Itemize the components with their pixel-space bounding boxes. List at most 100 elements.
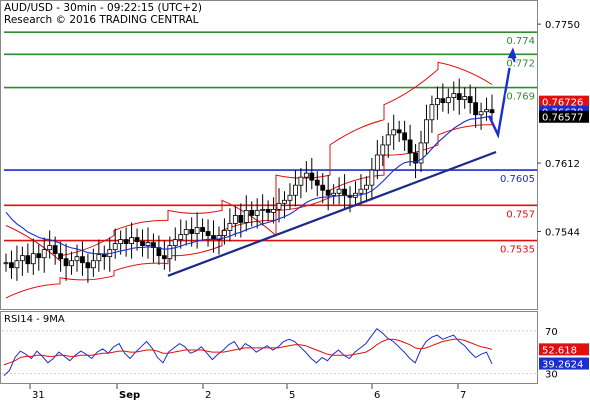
time-tick-label: 2 [205, 390, 211, 400]
candle-body [413, 152, 418, 164]
candle-body [140, 241, 145, 247]
candle-body [440, 98, 446, 104]
candle-body [9, 262, 14, 269]
candle-body [429, 104, 435, 121]
trendline [167, 150, 497, 277]
level-label-resistance: 0.772 [506, 58, 535, 69]
projection-arrow [487, 47, 518, 139]
candle-body [74, 256, 80, 262]
candle-body [364, 184, 369, 190]
candle-body [265, 208, 271, 213]
candle-body [271, 208, 276, 213]
candle-body [402, 132, 408, 141]
candle-body [331, 192, 337, 196]
candle-body [222, 230, 227, 236]
price-tag-box [539, 110, 589, 123]
candle-body [167, 245, 173, 260]
candle-body [41, 249, 47, 259]
candle-body [90, 260, 96, 269]
candle-body [445, 97, 451, 104]
candle-body [358, 188, 364, 194]
symbol-title: AUD/USD - 30min - 09:22:15 (UTC+2) [4, 2, 202, 14]
candle-body [484, 109, 489, 113]
candle-body [178, 234, 184, 240]
projection-arrowhead [506, 47, 518, 63]
candle-body [369, 169, 375, 186]
candle-body [112, 243, 118, 251]
price-tick-label: 0.7612 [545, 159, 580, 170]
candle-body [298, 176, 304, 186]
price-panel-frame [0, 0, 538, 310]
time-tick-label: Sep [119, 390, 140, 400]
candle-body [189, 229, 195, 234]
level-labels: 0.774 0.772 0.769 0.7605 0.757 0.7535 [499, 35, 537, 257]
candle-body [391, 129, 397, 136]
level-label-resistance: 0.774 [506, 36, 535, 47]
candle-body [118, 239, 124, 244]
candle-body [336, 188, 342, 194]
candle-body [216, 235, 222, 240]
level-label-support: 0.7535 [500, 245, 535, 256]
candle-body [254, 209, 260, 216]
rsi-panel-title: RSI14 - 9MA [4, 314, 65, 325]
candle-body [183, 229, 189, 235]
candle-body [101, 254, 107, 258]
price-tag-label: 0.76726 [542, 98, 583, 109]
level-label-pivot: 0.7605 [500, 174, 535, 185]
candle-body [151, 242, 156, 249]
price-tick-label: 0.7544 [545, 228, 580, 239]
candle-body [85, 262, 91, 269]
level-label-resistance: 0.769 [506, 92, 535, 103]
time-tick-label: 5 [289, 390, 295, 400]
candle-body [58, 253, 64, 260]
candle-body [129, 237, 134, 244]
rsi-tag-box [539, 343, 589, 356]
candle-body [456, 93, 462, 101]
price-axis-strip [538, 0, 590, 384]
candle-body [282, 199, 287, 204]
candle-body [434, 98, 440, 106]
bollinger-upper-line [5, 61, 493, 262]
candle-body [293, 184, 298, 196]
candle-body [63, 258, 69, 267]
candle-body [243, 209, 249, 223]
rsi-axis: 70 30 52.618 39.2624 [539, 327, 589, 380]
candle-body [14, 260, 20, 269]
rsi-tag-label: 39.2624 [542, 360, 583, 371]
uptrend-line [167, 150, 497, 277]
candle-body [385, 134, 391, 146]
candle-body [325, 189, 331, 196]
rsi-tag-box [539, 357, 589, 370]
candle-body [303, 172, 309, 178]
candle-body [380, 144, 386, 156]
candle-body [418, 142, 424, 164]
candle-body [232, 214, 238, 224]
candle-body [451, 93, 457, 99]
candle-body [276, 202, 282, 210]
candle-body [205, 231, 211, 236]
candle-body [80, 256, 85, 264]
rsi-tick-label: 30 [545, 369, 558, 380]
candle-body [407, 139, 413, 154]
candle-body [69, 260, 74, 267]
price-tag-box [539, 95, 589, 108]
candle-body [47, 245, 53, 251]
candle-body [134, 237, 140, 242]
time-tick-label: 6 [374, 390, 380, 400]
candle-body [424, 119, 429, 144]
candle-body [52, 245, 58, 255]
candle-body [227, 223, 233, 231]
rsi-line [3, 327, 493, 376]
price-tag-label: 0.76577 [542, 113, 583, 124]
candle-body [25, 255, 31, 265]
level-label-support: 0.757 [506, 209, 535, 220]
candle-body [309, 172, 315, 181]
research-credit: Research © 2016 TRADING CENTRAL [4, 14, 199, 26]
candle-body [194, 227, 200, 234]
candle-body [478, 111, 484, 116]
candle-body [3, 262, 9, 265]
candle-body [473, 102, 479, 116]
candle-body [200, 227, 205, 232]
candle-body [96, 254, 102, 262]
